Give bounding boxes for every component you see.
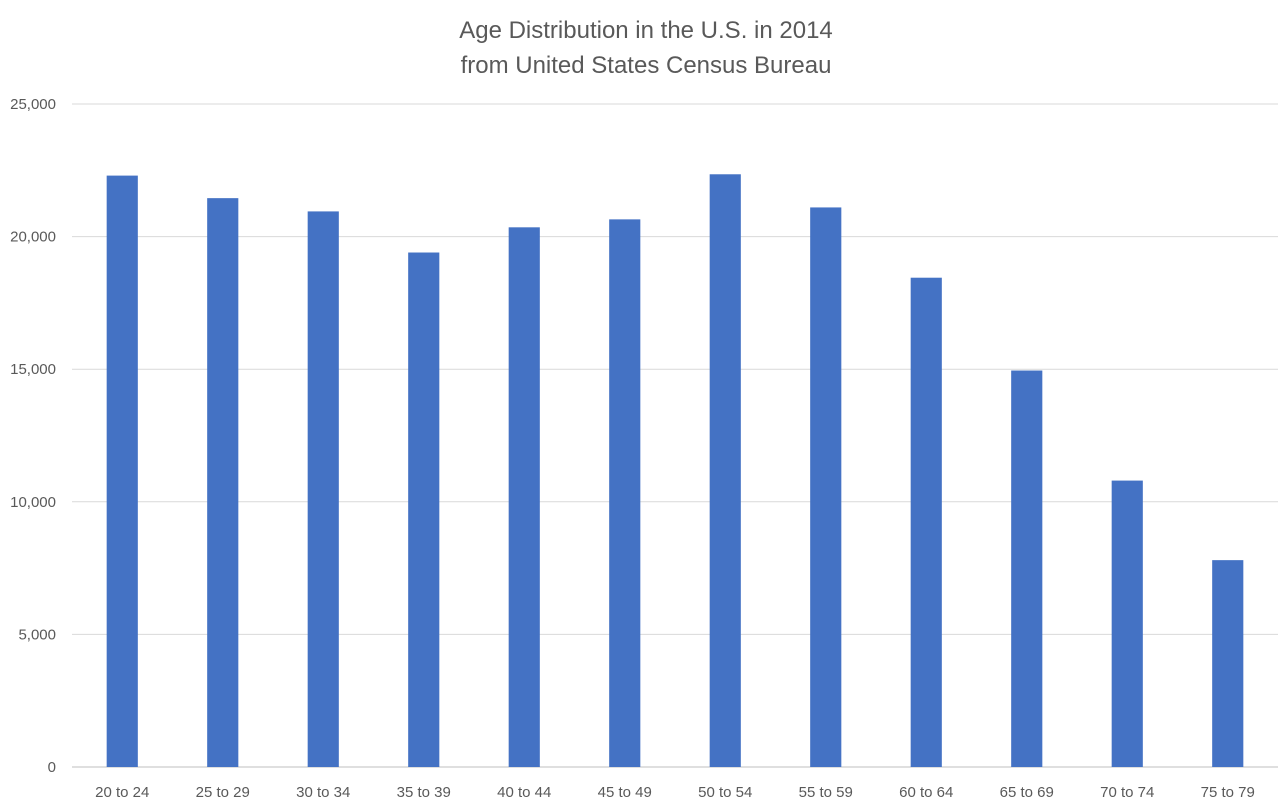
y-tick-label: 10,000	[10, 494, 56, 511]
bar	[508, 227, 540, 767]
chart-title-line-2: from United States Census Bureau	[461, 52, 832, 79]
y-axis-tick-labels: 0 5,000 10,000 15,000 20,000 25,000	[10, 96, 56, 776]
bar	[709, 174, 741, 767]
x-tick-label: 60 to 64	[899, 784, 953, 801]
bar	[1011, 370, 1043, 767]
x-tick-label: 20 to 24	[95, 784, 149, 801]
bar	[910, 277, 942, 767]
y-tick-label: 25,000	[10, 96, 56, 113]
x-tick-label: 70 to 74	[1100, 784, 1154, 801]
bar	[408, 252, 440, 768]
x-tick-label: 75 to 79	[1201, 784, 1255, 801]
bar	[810, 207, 842, 768]
x-tick-label: 35 to 39	[397, 784, 451, 801]
x-tick-label: 55 to 59	[799, 784, 853, 801]
x-tick-label: 25 to 29	[196, 784, 250, 801]
x-tick-label: 65 to 69	[1000, 784, 1054, 801]
chart-title-line-1: Age Distribution in the U.S. in 2014	[459, 17, 833, 44]
x-tick-label: 45 to 49	[598, 784, 652, 801]
bar	[1111, 480, 1143, 767]
bars	[106, 174, 1244, 768]
bar	[307, 211, 339, 767]
bar	[1212, 560, 1244, 767]
x-tick-label: 40 to 44	[497, 784, 551, 801]
y-tick-label: 20,000	[10, 229, 56, 246]
bar	[609, 219, 641, 767]
x-tick-label: 30 to 34	[296, 784, 350, 801]
x-axis-tick-labels: 20 to 24 25 to 29 30 to 34 35 to 39 40 to 44…	[95, 784, 1255, 801]
y-tick-label: 0	[48, 759, 56, 776]
x-tick-label: 50 to 54	[698, 784, 752, 801]
bar	[207, 198, 239, 767]
chart-title: Age Distribution in the U.S. in 2014 fro…	[459, 17, 833, 79]
gridlines	[72, 103, 1278, 768]
y-tick-label: 15,000	[10, 361, 56, 378]
bar	[106, 175, 138, 767]
y-tick-label: 5,000	[18, 626, 56, 643]
